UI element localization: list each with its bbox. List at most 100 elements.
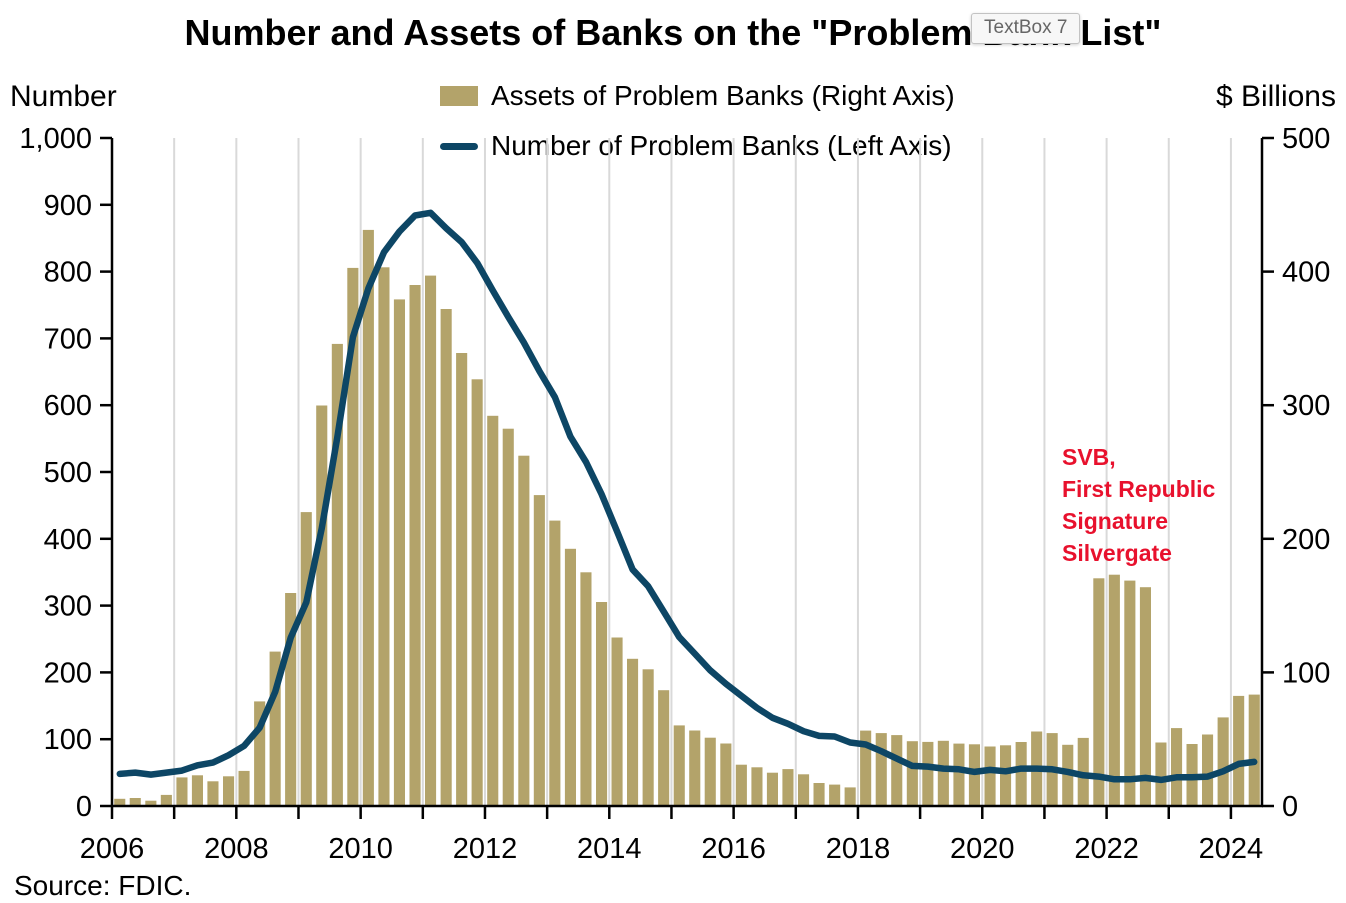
asset-bar — [658, 690, 670, 806]
asset-bar — [875, 733, 887, 806]
asset-bar — [782, 769, 794, 806]
x-tick-label: 2006 — [80, 833, 145, 865]
asset-bar — [1139, 587, 1151, 806]
asset-bar — [720, 743, 732, 806]
asset-bar — [564, 548, 576, 806]
right-tick-label: 100 — [1282, 657, 1330, 689]
asset-bar — [1171, 728, 1183, 806]
asset-bar — [316, 405, 328, 806]
asset-bar — [440, 309, 452, 806]
asset-bar — [1077, 737, 1089, 806]
left-tick-label: 0 — [76, 791, 92, 823]
asset-bar — [300, 512, 312, 806]
left-tick-label: 100 — [44, 724, 92, 756]
asset-bar — [1202, 734, 1214, 806]
asset-bar — [549, 520, 561, 806]
left-tick-label: 1,000 — [19, 123, 92, 155]
asset-bar — [409, 285, 421, 806]
left-tick-label: 200 — [44, 657, 92, 689]
textbox-label[interactable]: TextBox 7 — [971, 13, 1081, 44]
right-axis-title: $ Billions — [1215, 80, 1336, 113]
left-tick-label: 800 — [44, 257, 92, 289]
asset-bar — [860, 730, 872, 806]
asset-bar — [1015, 742, 1027, 806]
x-tick-label: 2012 — [453, 833, 518, 865]
asset-bar — [207, 781, 219, 806]
asset-bar — [813, 783, 825, 806]
asset-bar — [1108, 574, 1120, 806]
asset-bar — [160, 794, 172, 806]
asset-bar — [611, 637, 623, 806]
asset-bar — [689, 730, 701, 806]
asset-bar — [129, 798, 141, 806]
left-tick-label: 900 — [44, 190, 92, 222]
asset-bar — [456, 353, 468, 806]
annotation-line: SVB, — [1062, 444, 1116, 470]
annotation-line: First Republic — [1062, 476, 1216, 502]
asset-bar — [114, 798, 126, 806]
annotation-line: Signature — [1062, 508, 1169, 534]
asset-bar — [425, 275, 437, 807]
asset-bar — [223, 776, 235, 806]
asset-bar — [1248, 694, 1260, 806]
asset-bar — [331, 343, 343, 806]
left-tick-label: 600 — [44, 390, 92, 422]
left-tick-label: 300 — [44, 591, 92, 623]
x-tick-label: 2014 — [577, 833, 642, 865]
asset-bar — [968, 744, 980, 806]
right-tick-label: 300 — [1282, 390, 1330, 422]
asset-bar — [798, 774, 810, 806]
asset-bar — [1233, 695, 1245, 806]
right-tick-label: 500 — [1282, 123, 1330, 155]
x-tick-label: 2010 — [328, 833, 393, 865]
asset-bar — [596, 602, 608, 806]
asset-bar — [269, 651, 281, 806]
asset-bar — [984, 746, 996, 806]
asset-bar — [176, 777, 188, 806]
asset-bar — [471, 379, 483, 806]
asset-bar — [1124, 580, 1136, 806]
x-tick-label: 2016 — [701, 833, 766, 865]
left-tick-label: 400 — [44, 524, 92, 556]
legend-label-assets: Assets of Problem Banks (Right Axis) — [491, 80, 955, 111]
asset-bar — [580, 572, 592, 806]
asset-bar — [844, 787, 856, 806]
asset-bar — [937, 740, 949, 806]
asset-bar — [145, 800, 157, 806]
x-tick-label: 2022 — [1074, 833, 1139, 865]
bar-swatch-icon — [440, 86, 478, 106]
legend-label-number: Number of Problem Banks (Left Axis) — [491, 130, 952, 161]
asset-bar — [1155, 742, 1167, 806]
asset-bar — [518, 455, 530, 806]
asset-bar — [487, 415, 499, 806]
asset-bar — [347, 267, 359, 806]
line-swatch-icon — [440, 142, 478, 150]
asset-bar — [378, 267, 390, 806]
x-tick-label: 2008 — [204, 833, 269, 865]
left-tick-label: 700 — [44, 323, 92, 355]
asset-bar — [829, 784, 841, 806]
left-axis-title: Number — [10, 80, 117, 113]
asset-bar — [254, 701, 266, 806]
asset-bar — [735, 764, 747, 806]
asset-bar — [906, 741, 918, 806]
chart-legend: Assets of Problem Banks (Right Axis) Num… — [440, 80, 955, 182]
asset-bar — [285, 593, 297, 806]
x-tick-label: 2024 — [1199, 833, 1264, 865]
right-tick-label: 400 — [1282, 257, 1330, 289]
right-tick-label: 200 — [1282, 524, 1330, 556]
source-note: Source: FDIC. — [14, 870, 192, 901]
asset-bar — [766, 772, 778, 806]
asset-bar — [533, 495, 545, 806]
x-tick-label: 2018 — [826, 833, 891, 865]
number-line — [116, 209, 1258, 784]
x-tick-label: 2020 — [950, 833, 1015, 865]
asset-bar — [1217, 717, 1229, 806]
asset-bar — [502, 428, 514, 806]
right-tick-label: 0 — [1282, 791, 1298, 823]
asset-bar — [393, 299, 405, 806]
asset-bar — [1000, 745, 1012, 806]
left-tick-label: 500 — [44, 457, 92, 489]
